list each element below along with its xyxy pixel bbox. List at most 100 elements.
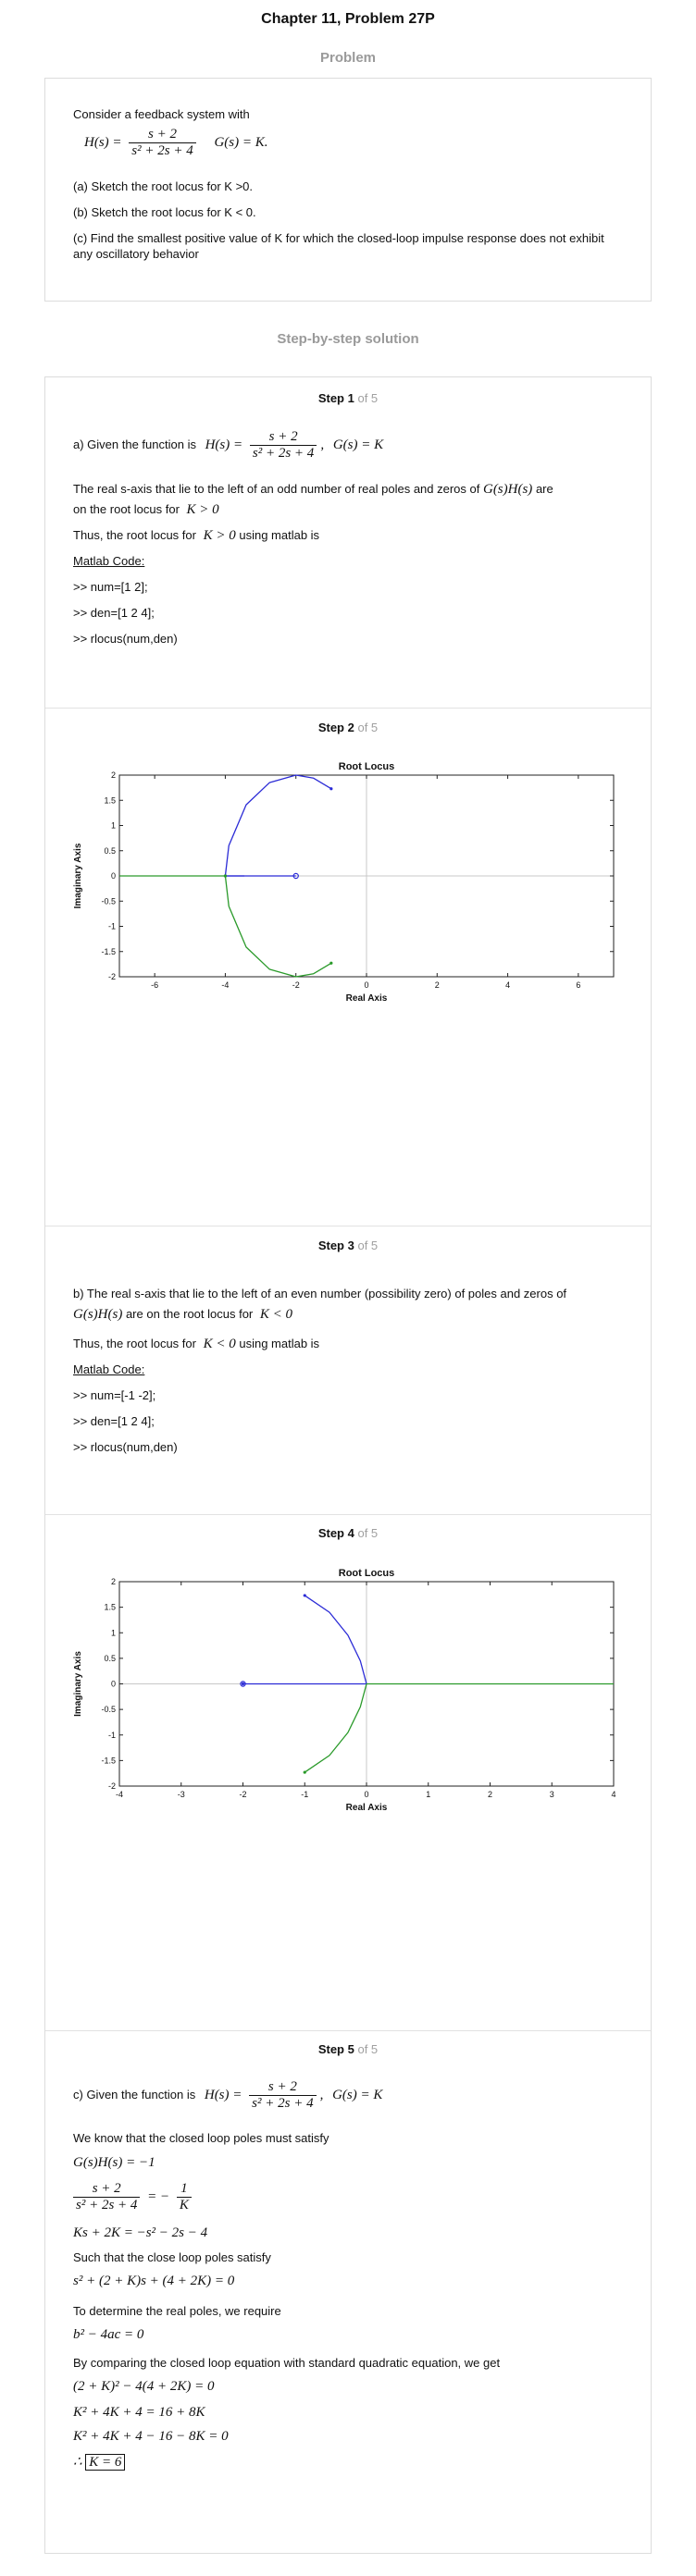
- step-divider: [45, 2030, 651, 2031]
- x-axis-label: Real Axis: [346, 1803, 388, 1813]
- step-2-header: Step 2 of 5: [45, 721, 651, 734]
- code-line: >> rlocus(num,den): [73, 632, 178, 646]
- x-tick-label: 0: [364, 980, 368, 990]
- branch-end-marker: [303, 1594, 306, 1597]
- chart-title: Root Locus: [339, 761, 395, 772]
- g-equation: G(s) = K: [332, 437, 384, 452]
- y-tick-label: -1: [108, 922, 116, 931]
- code-line: >> rlocus(num,den): [73, 1440, 178, 1454]
- y-tick-label: -2: [108, 972, 116, 981]
- step5-eq3: Ks + 2K = −s² − 2s − 4: [73, 2225, 208, 2240]
- k-condition: K < 0: [203, 1337, 236, 1351]
- step1-given: a) Given the function is H(s) = s + 2 s²…: [73, 429, 384, 462]
- step5-given: c) Given the function is H(s) = s + 2 s²…: [73, 2079, 383, 2112]
- h-numerator: s + 2: [129, 127, 196, 143]
- y-tick-label: -1: [108, 1731, 116, 1740]
- step3-p1: b) The real s-axis that lie to the left …: [73, 1287, 567, 1300]
- step5-eq8: K² + 4K + 4 − 16 − 8K = 0: [73, 2429, 229, 2444]
- solution-card: Step 1 of 5 a) Given the function is H(s…: [44, 376, 652, 2554]
- step1-p3: Thus, the root locus for K > 0 using mat…: [73, 527, 623, 544]
- y-tick-label: 0.5: [104, 846, 116, 856]
- step5-eq2: s + 2 s² + 2s + 4 = − 1 K: [73, 2181, 623, 2213]
- step5-result: ∴ K = 6: [73, 2453, 623, 2471]
- y-tick-label: -0.5: [101, 1705, 116, 1714]
- step5-eq7: K² + 4K + 4 = 16 + 8K: [73, 2405, 205, 2420]
- step-label: Step 3: [317, 1239, 354, 1252]
- eq2-rhs-fraction: 1 K: [176, 2181, 192, 2213]
- code-line: >> den=[1 2 4];: [73, 606, 155, 620]
- h-fraction: s + 2 s² + 2s + 4: [129, 127, 196, 159]
- step5-eq1: G(s)H(s) = −1: [73, 2155, 155, 2170]
- y-tick-label: 0: [111, 871, 116, 881]
- y-tick-label: -1.5: [101, 947, 116, 956]
- x-tick-label: -4: [221, 980, 229, 990]
- step-label: Step 4: [317, 1526, 354, 1540]
- step-5-header: Step 5 of 5: [45, 2042, 651, 2056]
- step5-eq6: (2 + K)² − 4(4 + 2K) = 0: [73, 2379, 215, 2394]
- g-label: G(s) = K.: [214, 134, 268, 150]
- chapter-title: Chapter 11, Problem 27P: [261, 11, 435, 27]
- chart-title: Root Locus: [339, 1568, 395, 1579]
- step-divider: [45, 708, 651, 709]
- x-tick-label: 1: [426, 1790, 430, 1799]
- x-tick-label: -2: [239, 1790, 246, 1799]
- eq2-numerator: s + 2: [73, 2181, 141, 2198]
- step5-eq5: b² − 4ac = 0: [73, 2327, 144, 2342]
- code-line: >> den=[1 2 4];: [73, 1414, 155, 1428]
- h-fraction: s + 2 s² + 2s + 4: [249, 429, 317, 462]
- x-tick-label: 4: [505, 980, 510, 990]
- y-tick-label: 1: [111, 1628, 116, 1637]
- solution-heading: Step-by-step solution: [277, 331, 419, 347]
- x-tick-label: 2: [488, 1790, 492, 1799]
- x-tick-label: 0: [364, 1790, 368, 1799]
- given-text: c) Given the function is: [73, 2087, 196, 2101]
- para-end: are: [535, 482, 553, 496]
- problem-transfer-function: H(s) = s + 2 s² + 2s + 4 G(s) = K.: [84, 127, 623, 159]
- problem-part-a: (a) Sketch the root locus for K >0.: [73, 179, 254, 193]
- zero-marker: [292, 872, 299, 880]
- x-tick-label: 2: [435, 980, 440, 990]
- h-denominator: s² + 2s + 4: [252, 2096, 314, 2111]
- para-text: on the root locus for: [73, 502, 180, 516]
- k-condition: K < 0: [259, 1307, 293, 1322]
- k-condition: K > 0: [203, 528, 236, 543]
- step5-p2: Such that the close loop poles satisfy: [73, 2250, 271, 2264]
- step-label: Step 5: [317, 2042, 354, 2056]
- eq2-rhs-denominator: K: [179, 2198, 189, 2212]
- h-fraction: s + 2 s² + 2s + 4: [249, 2079, 317, 2112]
- ghs-math: G(s)H(s): [482, 482, 533, 497]
- code-line: >> num=[-1 -2];: [73, 1388, 156, 1402]
- step1-code-label: Matlab Code:: [73, 554, 145, 568]
- step5-eq4: s² + (2 + K)s + (4 + 2K) = 0: [73, 2274, 235, 2288]
- step3-p2: G(s)H(s) are on the root locus for K < 0: [73, 1306, 623, 1323]
- x-tick-label: 3: [550, 1790, 554, 1799]
- h-lhs: H(s) =: [205, 437, 243, 452]
- y-tick-label: -2: [108, 1781, 116, 1791]
- y-tick-label: 0.5: [104, 1654, 116, 1663]
- root-locus-chart-2: Root Locus -4 -3 -2 -1 0 1 2 3 4 -2 -1.5 -1 -0.5 0 0.5 1…: [73, 1568, 616, 1813]
- step1-p1: The real s-axis that lie to the left of …: [73, 481, 623, 498]
- step-count: of 5: [357, 391, 379, 405]
- y-tick-label: -1.5: [101, 1756, 116, 1765]
- step-3-header: Step 3 of 5: [45, 1239, 651, 1252]
- step-count: of 5: [357, 1526, 379, 1540]
- branch-end-marker: [303, 1770, 306, 1774]
- step-4-header: Step 4 of 5: [45, 1526, 651, 1540]
- x-tick-label: -3: [178, 1790, 185, 1799]
- step-label: Step 2: [317, 721, 354, 734]
- y-tick-label: 0: [111, 1680, 116, 1689]
- branch-end-marker: [329, 787, 333, 791]
- given-text: a) Given the function is: [73, 437, 196, 451]
- h-lhs: H(s) =: [204, 2087, 242, 2102]
- branch-end-marker: [223, 874, 228, 878]
- step5-p3: To determine the real poles, we require: [73, 2304, 281, 2318]
- eq2-denominator: s² + 2s + 4: [76, 2198, 138, 2212]
- problem-part-c: (c) Find the smallest positive value of …: [73, 231, 604, 261]
- y-tick-label: 2: [111, 1577, 116, 1586]
- para-text: Thus, the root locus for: [73, 528, 196, 542]
- h-numerator: s + 2: [249, 2079, 317, 2096]
- problem-intro: Consider a feedback system with: [73, 107, 250, 121]
- code-line: >> num=[1 2];: [73, 580, 148, 594]
- x-tick-label: 6: [576, 980, 580, 990]
